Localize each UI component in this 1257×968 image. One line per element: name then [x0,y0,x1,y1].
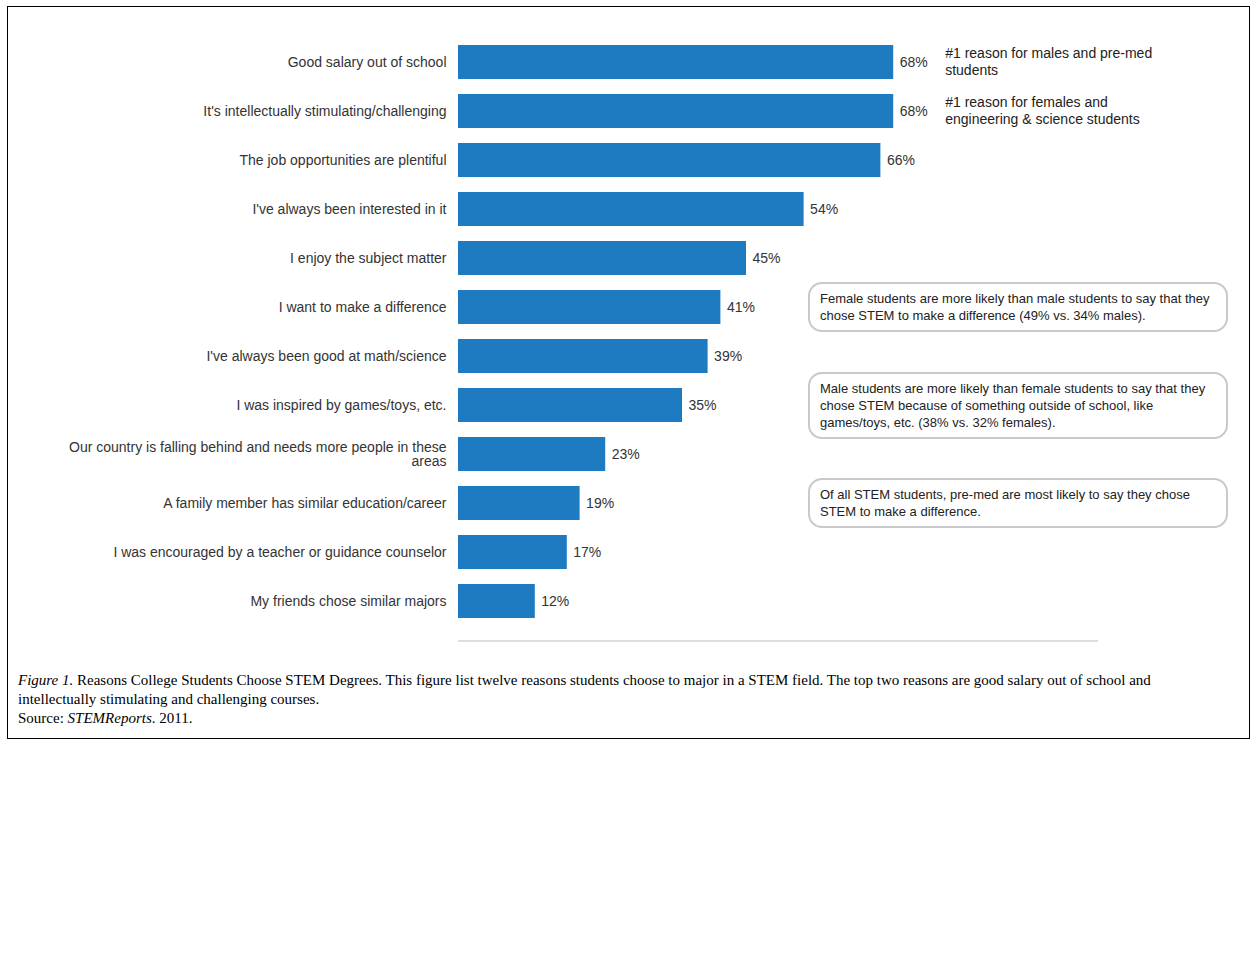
svg-text:45%: 45% [753,250,781,266]
html-text:Figure 1. Reasons College Stud: Figure 1. Reasons College Students Choos… [18,672,1151,707]
svg-text:35%: 35% [689,397,717,413]
html-text:#1 reason for males and pre-me: #1 reason for males and pre-med students [945,45,1153,78]
html-text:#1 reason for females and engi: #1 reason for females and engineering & … [945,94,1140,127]
svg-text:My friends chose similar major: My friends chose similar majors [250,593,446,609]
svg-text:I've always been good at math/: I've always been good at math/science [206,348,446,364]
svg-text:23%: 23% [612,446,640,462]
svg-text:Good salary out of school: Good salary out of school [288,54,447,70]
svg-text:I want to make a difference: I want to make a difference [279,299,447,315]
svg-text:17%: 17% [573,544,601,560]
svg-text:54%: 54% [810,201,838,217]
svg-text:I was encouraged by a teacher: I was encouraged by a teacher or guidanc… [113,544,446,560]
svg-text:66%: 66% [887,152,915,168]
svg-text:12%: 12% [541,593,569,609]
svg-text:Our country is falling behind: Our country is falling behind and needs … [69,439,447,469]
html-text:Of all STEM students, pre-med: Of all STEM students, pre-med are most l… [820,487,1190,519]
svg-text:I was inspired by games/toys,: I was inspired by games/toys, etc. [236,397,446,413]
html-text:Source: STEMReports. 2011.: Source: STEMReports. 2011. [18,710,193,726]
svg-text:I've always been interested in: I've always been interested in it [252,201,446,217]
html-text:Male students are more likely: Male students are more likely than femal… [820,380,1206,430]
svg-text:41%: 41% [727,299,755,315]
svg-text:The job opportunities are plen: The job opportunities are plentiful [239,152,446,168]
svg-text:I enjoy the subject matter: I enjoy the subject matter [290,250,447,266]
svg-text:A family member has similar ed: A family member has similar education/ca… [163,495,447,511]
html-text:Female students are more likel: Female students are more likely than mal… [820,291,1210,323]
svg-text:68%: 68% [900,103,928,119]
svg-text:19%: 19% [586,495,614,511]
svg-text:It's intellectually stimulatin: It's intellectually stimulating/challeng… [203,103,446,119]
svg-text:68%: 68% [900,54,928,70]
svg-text:39%: 39% [714,348,742,364]
